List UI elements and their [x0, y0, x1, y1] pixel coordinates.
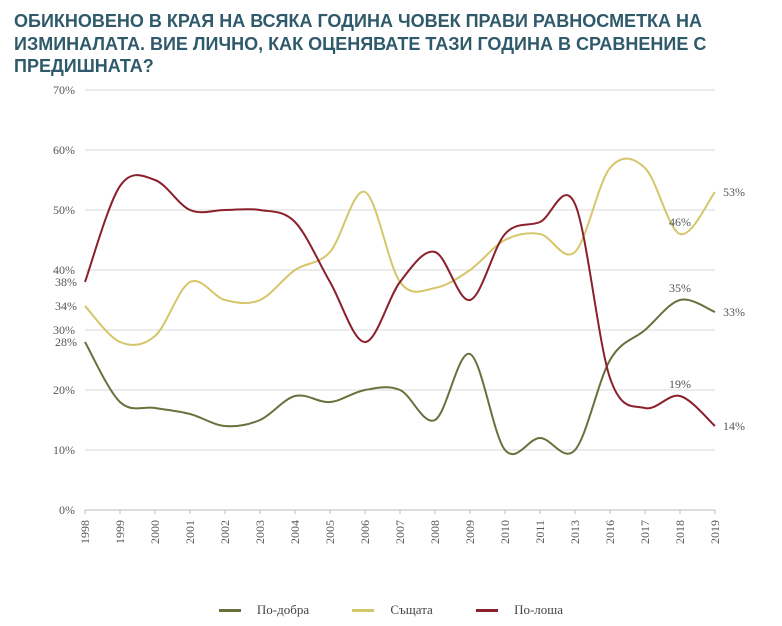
svg-text:2006: 2006	[358, 520, 372, 544]
svg-text:60%: 60%	[53, 143, 75, 157]
svg-text:33%: 33%	[723, 305, 745, 319]
legend: По-добра Същата По-лоша	[0, 600, 782, 618]
svg-text:19%: 19%	[669, 377, 691, 391]
svg-text:34%: 34%	[55, 299, 77, 313]
svg-text:2013: 2013	[568, 520, 582, 544]
svg-text:2005: 2005	[323, 520, 337, 544]
end-labels: 28% 33% 35% 34% 53% 46% 38% 14% 19%	[55, 185, 745, 433]
series-lines	[85, 159, 715, 455]
svg-text:46%: 46%	[669, 215, 691, 229]
svg-text:2017: 2017	[638, 520, 652, 544]
svg-text:2011: 2011	[533, 520, 547, 544]
svg-text:1998: 1998	[78, 520, 92, 544]
svg-text:20%: 20%	[53, 383, 75, 397]
legend-swatch-icon	[352, 609, 374, 612]
svg-text:2002: 2002	[218, 520, 232, 544]
svg-text:50%: 50%	[53, 203, 75, 217]
legend-item: Същата	[342, 601, 442, 618]
svg-text:28%: 28%	[55, 335, 77, 349]
chart-title: ОБИКНОВЕНО В КРАЯ НА ВСЯКА ГОДИНА ЧОВЕК …	[0, 0, 782, 82]
svg-text:2009: 2009	[463, 520, 477, 544]
svg-text:53%: 53%	[723, 185, 745, 199]
legend-item: По-добра	[209, 601, 319, 618]
legend-item: По-лоша	[466, 601, 573, 618]
svg-text:1999: 1999	[113, 520, 127, 544]
legend-label: По-лоша	[514, 602, 563, 618]
svg-text:2008: 2008	[428, 520, 442, 544]
svg-text:2007: 2007	[393, 520, 407, 544]
svg-text:2004: 2004	[288, 520, 302, 544]
x-axis-labels: 1998 1999 2000 2001 2002 2003 2004 2005 2006 2007…	[78, 520, 722, 544]
svg-text:38%: 38%	[55, 275, 77, 289]
svg-text:2003: 2003	[253, 520, 267, 544]
svg-text:2019: 2019	[708, 520, 722, 544]
svg-text:10%: 10%	[53, 443, 75, 457]
gridlines	[85, 90, 715, 514]
legend-swatch-icon	[476, 609, 498, 612]
svg-text:35%: 35%	[669, 281, 691, 295]
legend-swatch-icon	[219, 609, 241, 612]
svg-text:2010: 2010	[498, 520, 512, 544]
svg-text:2018: 2018	[673, 520, 687, 544]
svg-text:0%: 0%	[59, 503, 75, 517]
legend-label: Същата	[390, 602, 432, 618]
legend-label: По-добра	[257, 602, 309, 618]
svg-text:2001: 2001	[183, 520, 197, 544]
svg-text:14%: 14%	[723, 419, 745, 433]
svg-text:70%: 70%	[53, 83, 75, 97]
svg-text:2000: 2000	[148, 520, 162, 544]
svg-text:2016: 2016	[603, 520, 617, 544]
line-chart: 0%10%20%30%40%50%60%70% 1998199920002001…	[15, 80, 765, 580]
